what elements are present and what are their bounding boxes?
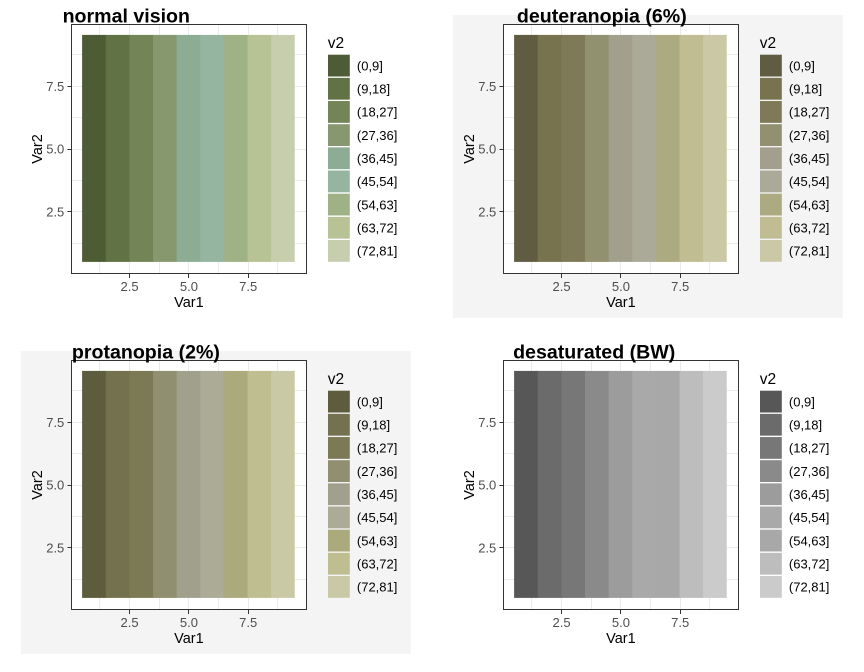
svg-text:(27,36]: (27,36] (789, 128, 829, 143)
svg-text:(72,81]: (72,81] (357, 244, 397, 259)
svg-text:Var2: Var2 (462, 134, 478, 164)
svg-text:Var1: Var1 (606, 295, 636, 311)
svg-text:(36,45]: (36,45] (357, 151, 397, 166)
svg-text:Var1: Var1 (606, 631, 636, 647)
svg-text:(54,63]: (54,63] (789, 533, 829, 548)
svg-text:(54,63]: (54,63] (789, 197, 829, 212)
svg-text:5.0: 5.0 (612, 615, 630, 630)
svg-text:(9,18]: (9,18] (789, 417, 822, 432)
svg-text:(18,27]: (18,27] (357, 441, 397, 456)
svg-text:(45,54]: (45,54] (357, 510, 397, 525)
svg-text:(45,54]: (45,54] (789, 174, 829, 189)
svg-text:2.5: 2.5 (553, 615, 571, 630)
svg-text:(45,54]: (45,54] (789, 510, 829, 525)
svg-text:(27,36]: (27,36] (789, 464, 829, 479)
svg-text:(54,63]: (54,63] (357, 197, 397, 212)
svg-text:7.5: 7.5 (239, 615, 257, 630)
svg-text:(36,45]: (36,45] (789, 487, 829, 502)
svg-text:v2: v2 (760, 371, 776, 388)
svg-text:(36,45]: (36,45] (789, 151, 829, 166)
svg-text:(9,18]: (9,18] (789, 81, 822, 96)
svg-text:7.5: 7.5 (46, 79, 64, 94)
svg-text:2.5: 2.5 (46, 205, 64, 220)
svg-text:5.0: 5.0 (46, 142, 64, 157)
svg-text:(45,54]: (45,54] (357, 174, 397, 189)
svg-text:Var2: Var2 (30, 134, 46, 164)
svg-text:(63,72]: (63,72] (357, 220, 397, 235)
svg-text:2.5: 2.5 (121, 615, 139, 630)
svg-text:(9,18]: (9,18] (357, 81, 390, 96)
svg-text:(0,9]: (0,9] (789, 58, 815, 73)
svg-text:(63,72]: (63,72] (789, 556, 829, 571)
svg-text:Var1: Var1 (174, 631, 204, 647)
svg-text:(27,36]: (27,36] (357, 464, 397, 479)
svg-text:desaturated (BW): desaturated (BW) (513, 341, 675, 363)
svg-text:5.0: 5.0 (478, 478, 496, 493)
svg-text:(0,9]: (0,9] (789, 394, 815, 409)
svg-text:5.0: 5.0 (478, 142, 496, 157)
svg-text:(72,81]: (72,81] (789, 580, 829, 595)
svg-text:7.5: 7.5 (478, 79, 496, 94)
svg-text:Var2: Var2 (30, 470, 46, 500)
svg-text:5.0: 5.0 (612, 279, 630, 294)
svg-text:(27,36]: (27,36] (357, 128, 397, 143)
svg-text:7.5: 7.5 (478, 415, 496, 430)
svg-text:(72,81]: (72,81] (789, 244, 829, 259)
svg-text:(9,18]: (9,18] (357, 417, 390, 432)
svg-text:7.5: 7.5 (46, 415, 64, 430)
svg-text:(54,63]: (54,63] (357, 533, 397, 548)
svg-text:v2: v2 (328, 35, 344, 52)
svg-text:normal vision: normal vision (63, 5, 190, 27)
svg-text:protanopia (2%): protanopia (2%) (72, 341, 220, 363)
svg-text:5.0: 5.0 (180, 279, 198, 294)
svg-text:2.5: 2.5 (478, 541, 496, 556)
svg-text:Var1: Var1 (174, 295, 204, 311)
svg-text:2.5: 2.5 (121, 279, 139, 294)
svg-text:(72,81]: (72,81] (357, 580, 397, 595)
svg-text:(18,27]: (18,27] (789, 441, 829, 456)
svg-text:2.5: 2.5 (478, 205, 496, 220)
svg-text:2.5: 2.5 (553, 279, 571, 294)
svg-text:Var2: Var2 (462, 470, 478, 500)
svg-text:(63,72]: (63,72] (789, 220, 829, 235)
svg-text:deuteranopia (6%): deuteranopia (6%) (517, 5, 687, 27)
svg-text:7.5: 7.5 (671, 615, 689, 630)
svg-text:7.5: 7.5 (239, 279, 257, 294)
svg-text:(0,9]: (0,9] (357, 58, 383, 73)
svg-text:(0,9]: (0,9] (357, 394, 383, 409)
svg-text:(36,45]: (36,45] (357, 487, 397, 502)
svg-text:7.5: 7.5 (671, 279, 689, 294)
svg-text:v2: v2 (328, 371, 344, 388)
svg-text:v2: v2 (760, 35, 776, 52)
svg-text:(18,27]: (18,27] (357, 105, 397, 120)
svg-text:2.5: 2.5 (46, 541, 64, 556)
svg-text:(18,27]: (18,27] (789, 105, 829, 120)
svg-text:(63,72]: (63,72] (357, 556, 397, 571)
svg-text:5.0: 5.0 (180, 615, 198, 630)
svg-text:5.0: 5.0 (46, 478, 64, 493)
